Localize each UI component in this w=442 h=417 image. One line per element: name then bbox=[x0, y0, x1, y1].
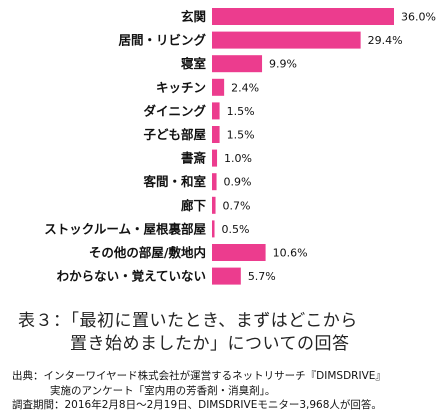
value-label: 0.5% bbox=[222, 223, 250, 236]
category-label: 子ども部屋 bbox=[143, 127, 206, 142]
bar bbox=[212, 173, 217, 191]
value-label: 0.7% bbox=[223, 199, 251, 212]
category-label: 書斎 bbox=[181, 151, 207, 166]
source-line-2: 実施のアンケート「室内用の芳香剤・消臭剤」。 bbox=[50, 384, 276, 397]
value-label: 29.4% bbox=[368, 34, 403, 47]
category-label: その他の部屋/敷地内 bbox=[89, 245, 206, 260]
category-label: ストックルーム・屋根裏部屋 bbox=[44, 221, 206, 236]
value-label: 36.0% bbox=[401, 11, 436, 24]
bar bbox=[212, 31, 361, 49]
source-line-3: 調査期間：2016年2月8日～2月19日、DIMSDRIVEモニター3,968人… bbox=[12, 399, 382, 411]
category-label: 客間・和室 bbox=[142, 174, 206, 189]
value-label: 10.6% bbox=[273, 247, 308, 260]
bar bbox=[212, 55, 263, 73]
value-label: 1.5% bbox=[227, 129, 255, 142]
bar bbox=[212, 78, 225, 96]
bar bbox=[212, 8, 394, 25]
value-label: 2.4% bbox=[231, 81, 259, 94]
bar bbox=[212, 149, 218, 167]
bar-chart: 玄関 36.0% 居間・リビング 29.4% 寝室 9.9% キッチン 2.4% ダイニング 1.… bbox=[44, 8, 436, 285]
bar bbox=[212, 267, 241, 285]
value-label: 9.9% bbox=[269, 58, 297, 71]
value-label: 5.7% bbox=[248, 270, 276, 283]
bar bbox=[212, 102, 220, 120]
bar bbox=[212, 126, 220, 143]
chart-caption: 表３：「最初に置いたとき、まずはどこから 置き始めましたか」についての回答 bbox=[18, 310, 438, 356]
value-label: 0.9% bbox=[224, 176, 252, 189]
caption-line-1: 表３：「最初に置いたとき、まずはどこから bbox=[18, 311, 358, 331]
category-label: わからない・覚えていない bbox=[57, 269, 206, 284]
bar bbox=[212, 220, 215, 238]
category-label: 廊下 bbox=[181, 198, 207, 213]
bar bbox=[212, 196, 216, 214]
bar bbox=[212, 244, 266, 261]
value-label: 1.0% bbox=[224, 152, 252, 165]
caption-line-2: 置き始めましたか」についての回答 bbox=[70, 334, 350, 354]
category-label: ダイニング bbox=[143, 103, 206, 118]
category-label: 居間・リビング bbox=[118, 33, 206, 48]
category-label: 玄関 bbox=[181, 9, 206, 24]
category-label: キッチン bbox=[156, 80, 206, 95]
category-label: 寝室 bbox=[181, 56, 207, 71]
value-label: 1.5% bbox=[227, 105, 255, 118]
source-note: 出典：インターワイヤード株式会社が運営するネットリサーチ『DIMSDRIVE』 … bbox=[12, 369, 442, 413]
source-line-1: 出典：インターワイヤード株式会社が運営するネットリサーチ『DIMSDRIVE』 bbox=[12, 370, 386, 382]
